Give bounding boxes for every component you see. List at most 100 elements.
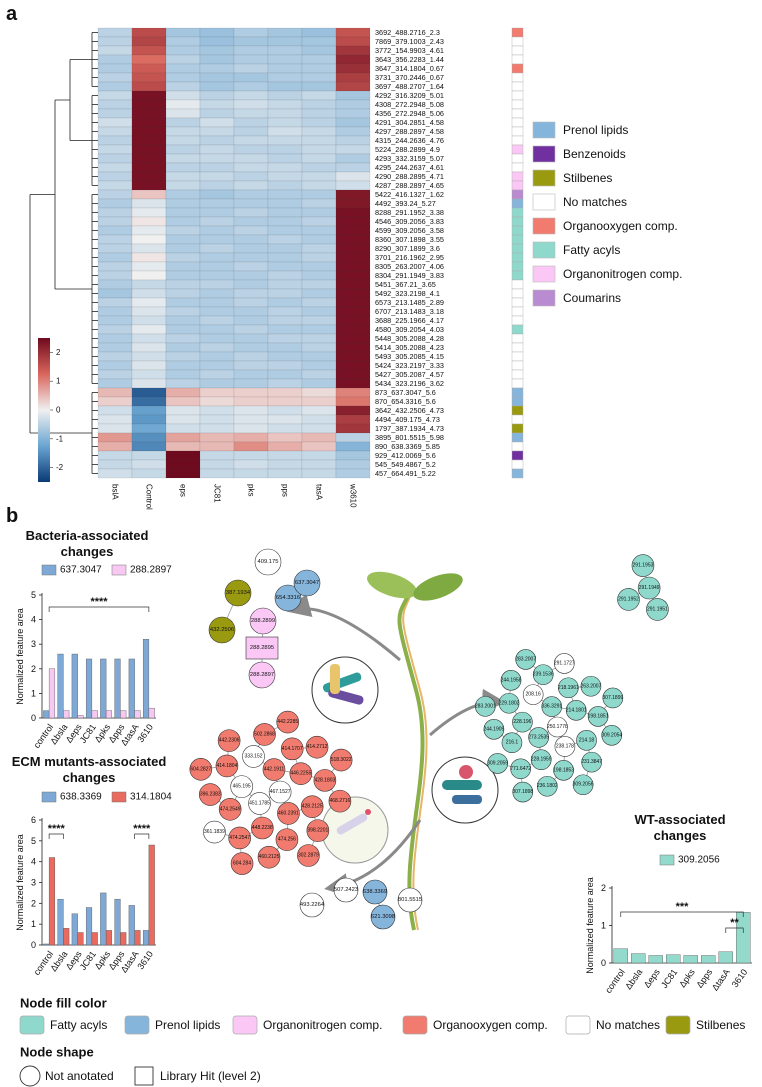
class-cell — [511, 252, 524, 263]
heatmap-cell — [199, 306, 235, 317]
bar — [613, 948, 628, 964]
heatmap-cell — [131, 126, 167, 137]
y-tick-label: 5 — [31, 590, 36, 600]
heatmap-cell — [165, 99, 201, 110]
node-label: 288.2899 — [251, 618, 275, 624]
heatmap-cell — [335, 288, 371, 299]
chart-title: WT-associated changes — [634, 812, 726, 843]
heatmap-cell — [199, 270, 235, 281]
node-label: 239.1536 — [533, 672, 554, 678]
node-label: 604.2827 — [190, 766, 211, 772]
heatmap-cell — [301, 54, 337, 65]
class-cell — [511, 189, 524, 200]
class-cell — [511, 171, 524, 182]
network-node — [631, 554, 655, 577]
legend-swatch — [532, 193, 556, 211]
heatmap-cell — [165, 414, 201, 425]
node-label: 442.1911 — [264, 767, 285, 773]
heatmap-cell — [233, 306, 269, 317]
class-cell — [511, 414, 524, 425]
significance-bracket — [620, 911, 744, 917]
heatmap-cell — [165, 342, 201, 353]
node-label: 442.2306 — [219, 738, 240, 744]
heatmap-cell — [233, 378, 269, 389]
heatmap-cell — [233, 432, 269, 443]
heatmap-cell — [97, 117, 133, 128]
heatmap-cell — [335, 369, 371, 380]
row-label: 1797_387.1934_4.73 — [375, 424, 444, 433]
y-tick-label: 2 — [601, 883, 606, 893]
network-node — [522, 684, 544, 705]
y-tick-label: 4 — [31, 857, 36, 867]
node-label: 291.1727 — [554, 660, 575, 666]
heatmap-cell — [97, 468, 133, 479]
heatmap-cell — [233, 207, 269, 218]
heatmap-cell — [335, 135, 371, 146]
node-label: 228.196 — [513, 719, 531, 725]
heatmap-cell — [335, 414, 371, 425]
heatmap-cell — [335, 117, 371, 128]
heatmap-cell — [199, 288, 235, 299]
row-label: 3701_216.1962_2.95 — [375, 253, 444, 262]
network-node — [512, 781, 534, 803]
heatmap-cell — [165, 459, 201, 470]
heatmap-cell — [131, 378, 167, 389]
legend-label: 309.2056 — [678, 855, 720, 866]
heatmap-cell — [335, 432, 371, 443]
heatmap-cell — [335, 351, 371, 362]
heatmap-cell — [233, 441, 269, 452]
network-node — [510, 758, 531, 780]
row-label: 457_664.491_5.22 — [375, 469, 436, 478]
bar — [120, 710, 127, 719]
bar — [134, 710, 141, 719]
class-cell — [511, 198, 524, 209]
heatmap-cell — [233, 315, 269, 326]
class-cell — [511, 234, 524, 245]
heatmap-cell — [301, 279, 337, 290]
heatmap-cell — [199, 234, 235, 245]
network-node — [475, 696, 496, 717]
heatmap-cell — [199, 369, 235, 380]
class-cell — [511, 135, 524, 146]
network-node — [580, 675, 602, 697]
heatmap-cell — [301, 306, 337, 317]
heatmap-cell — [165, 333, 201, 344]
heatmap-cell — [165, 405, 201, 416]
node-label: 621.3098 — [371, 914, 395, 920]
y-axis-label: Normalized feature area — [15, 834, 25, 931]
heatmap-cell — [233, 243, 269, 254]
row-label: 5492_323.2198_4.1 — [375, 289, 440, 298]
network-node — [275, 828, 299, 851]
class-cell — [511, 297, 524, 308]
class-cell — [511, 432, 524, 443]
heatmap-cell — [233, 126, 269, 137]
class-cell — [511, 207, 524, 218]
class-cell — [511, 81, 524, 92]
heatmap-cell — [199, 81, 235, 92]
heatmap-cell — [199, 63, 235, 74]
heatmap-cell — [301, 468, 337, 479]
heatmap-cell — [199, 126, 235, 137]
heatmap-cell — [97, 288, 133, 299]
node-label: 801.5515 — [398, 897, 422, 903]
heatmap-cell — [267, 423, 303, 434]
node-label: 361.1839 — [204, 829, 225, 835]
row-label: 6573_213.1485_2.89 — [375, 298, 444, 307]
row-label: 5434_323.2196_3.62 — [375, 379, 444, 388]
network-node — [305, 735, 329, 759]
significance-bracket — [48, 833, 64, 839]
heatmap-cell — [97, 225, 133, 236]
network-node — [208, 616, 236, 644]
class-cell — [511, 450, 524, 461]
class-cell — [511, 378, 524, 389]
network-node — [541, 696, 563, 717]
heatmap-cell — [267, 306, 303, 317]
heatmap-cell — [267, 342, 303, 353]
node-label: 432.2506 — [210, 627, 234, 633]
heatmap-cell — [131, 225, 167, 236]
node-label: 448.2238 — [252, 825, 273, 831]
heatmap-cell — [131, 432, 167, 443]
heatmap-cell — [335, 342, 371, 353]
heatmap-cell — [335, 468, 371, 479]
network-node — [601, 725, 623, 746]
